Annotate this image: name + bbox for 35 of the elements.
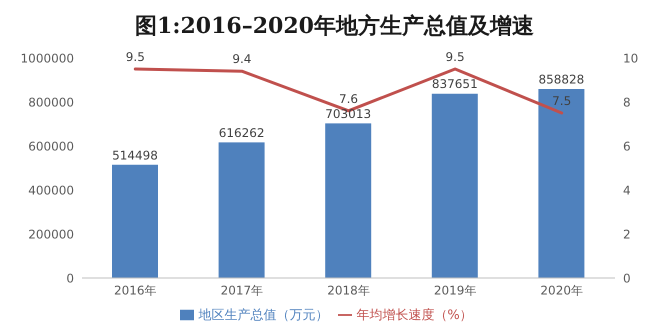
x-tick-label: 2018年 <box>327 284 370 298</box>
y2-tick-label: 8 <box>623 95 631 110</box>
data-label: 616262 <box>218 126 265 140</box>
data-label: 703013 <box>325 106 372 121</box>
data-label: 9.5 <box>126 50 145 64</box>
x-tick-label: 2020年 <box>540 284 583 298</box>
legend-label: 年均增长速度（%） <box>356 308 473 323</box>
data-label: 9.4 <box>232 52 252 66</box>
legend-label: 地区生产总值（万元） <box>198 308 328 323</box>
y2-tick-label: 2 <box>623 227 631 242</box>
x-tick-label: 2019年 <box>434 284 476 298</box>
data-label: 858828 <box>538 72 584 87</box>
data-label: 7.5 <box>552 94 572 108</box>
bar <box>432 94 478 278</box>
bar <box>218 142 265 278</box>
y-tick-label: 800000 <box>28 95 74 110</box>
data-label: 9.5 <box>446 50 465 64</box>
x-tick-label: 2016年 <box>114 284 157 298</box>
data-label: 7.6 <box>338 92 358 106</box>
y2-tick-label: 10 <box>623 51 638 66</box>
y-tick-label: 200000 <box>28 227 74 242</box>
y-tick-label: 600000 <box>28 139 74 154</box>
bar <box>325 123 372 278</box>
y-tick-label: 1000000 <box>20 51 74 66</box>
bar <box>538 89 584 278</box>
y2-tick-label: 6 <box>623 139 631 154</box>
y2-tick-label: 4 <box>623 183 631 198</box>
y-tick-label: 0 <box>66 271 74 286</box>
x-tick-label: 2017年 <box>220 284 264 298</box>
data-label: 837651 <box>432 77 478 92</box>
bar <box>112 164 158 278</box>
chart-title: 图1:2016–2020年地方生产总值及增速 <box>134 12 535 41</box>
y-tick-label: 400000 <box>28 183 74 198</box>
data-label: 514498 <box>112 148 158 162</box>
y2-tick-label: 0 <box>623 271 631 286</box>
